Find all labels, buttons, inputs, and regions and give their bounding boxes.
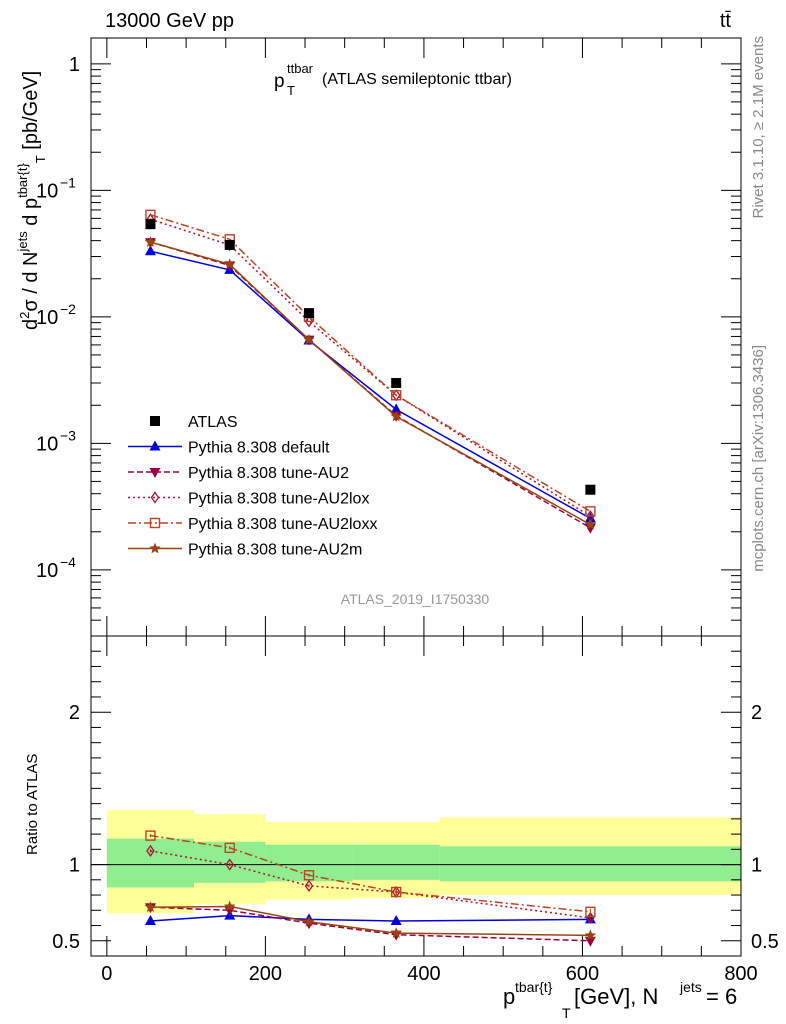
- main-y-tick-exp-3: −3: [60, 427, 76, 443]
- ratio-point-2-1: [225, 858, 235, 871]
- main-point-3-3: [390, 390, 402, 401]
- atlas-data-point-0: [145, 219, 156, 230]
- legend-marker-4: [149, 542, 161, 554]
- atlas-data-point-1: [224, 239, 235, 250]
- legend-marker-3: [149, 517, 161, 529]
- atlas-data-point-4: [585, 484, 596, 495]
- legend-label-0: Pythia 8.308 default: [188, 440, 330, 457]
- ratio-point-0-3: [390, 914, 402, 925]
- main-point-4-3: [390, 410, 402, 422]
- atlas-data-point-2: [303, 308, 314, 319]
- ratio-point-4-2: [303, 915, 315, 927]
- ratio-point-3-3: [390, 886, 402, 898]
- legend-label-2: Pythia 8.308 tune-AU2lox: [188, 491, 369, 508]
- xlabel-middle: [GeV], N: [574, 984, 658, 1009]
- ratio-frame: [90, 635, 742, 957]
- main-point-3-4: [585, 506, 596, 517]
- ratio-series: [144, 830, 597, 947]
- ratio-point-3-1: [224, 842, 235, 854]
- x-axis-label: p tbar{t} T [GeV], N jets = 6: [503, 979, 737, 1021]
- main-point-4-2: [303, 333, 315, 345]
- ratio-axes: 0.5 0.5 1 1 2 2 0 200 400 600 800: [52, 635, 779, 985]
- main-y-tick-exp-2: −2: [60, 301, 76, 317]
- legend: ATLAS Pythia 8.308 default Pythia 8.308 tu…: [128, 414, 377, 559]
- main-series: [144, 209, 597, 534]
- ratio-point-3-4: [585, 906, 596, 918]
- ratio-point-4-0: [144, 901, 157, 913]
- legend-marker-1: [149, 468, 161, 478]
- main-point-4-1: [224, 258, 236, 270]
- main-point-0-3: [390, 403, 402, 414]
- main-y-tick-label-4: 10: [36, 560, 58, 582]
- main-point-4-0: [144, 236, 157, 247]
- xlabel-subscript: T: [562, 1005, 571, 1021]
- ratio-point-2-0: [146, 844, 155, 857]
- analysis-id-label: ATLAS_2019_I1750330: [341, 591, 490, 607]
- title-main: p: [274, 71, 285, 92]
- x-tick-label-3: 600: [566, 963, 599, 985]
- title-rest: (ATLAS semileptonic ttbar): [322, 71, 512, 88]
- atlas-data-point-3: [391, 377, 402, 388]
- ratio-point-3-2: [303, 870, 315, 881]
- ratio-y-tick-label-left-0: 0.5: [52, 931, 80, 953]
- ratio-y-axis-label: Ratio to ATLAS: [24, 754, 41, 855]
- x-tick-label-0: 0: [101, 963, 112, 985]
- legend-marker-2: [150, 491, 160, 504]
- process-label: 13000 GeV pp: [105, 10, 234, 32]
- main-point-0-4: [584, 512, 596, 523]
- main-line-1: [150, 241, 591, 529]
- main-y-tick-label-1: 10: [36, 180, 58, 202]
- legend-label-1: Pythia 8.308 tune-AU2: [188, 465, 349, 482]
- plot-title: p T ttbar (ATLAS semileptonic ttbar): [274, 61, 512, 98]
- main-y-tick-label-0: 1: [69, 54, 80, 76]
- legend-label-atlas: ATLAS: [188, 414, 238, 431]
- legend-marker-0: [149, 440, 161, 451]
- main-axes: 110−110−210−310−4: [36, 37, 742, 637]
- ratio-point-4-4: [584, 929, 597, 941]
- ratio-y-tick-label-left-1: 1: [69, 855, 80, 877]
- main-point-1-4: [584, 523, 596, 534]
- ratio-point-3-0: [145, 830, 156, 841]
- ratio-line-0: [150, 914, 591, 922]
- ratio-point-4-3: [390, 927, 402, 938]
- xlabel-main: p: [503, 984, 515, 1009]
- ratio-y-tick-label-right-1: 1: [751, 855, 762, 877]
- x-tick-label-1: 200: [249, 963, 282, 985]
- ratio-y-tick-label-right-0: 0.5: [751, 931, 779, 953]
- stat-band-4: [439, 846, 741, 882]
- rivet-version-label: Rivet 3.1.10, ≥ 2.1M events: [750, 36, 767, 219]
- xlabel-end: = 6: [706, 984, 737, 1009]
- ratio-point-4-1: [224, 900, 236, 912]
- main-point-4-4: [584, 518, 597, 530]
- ratio-uncertainty-bands: [106, 809, 741, 914]
- ratio-point-0-0: [144, 914, 156, 925]
- ratio-point-2-2: [304, 879, 314, 893]
- xlabel-superscript: tbar{t}: [515, 979, 553, 995]
- title-subscript: T: [287, 83, 295, 98]
- main-y-tick-exp-1: −1: [60, 174, 76, 190]
- stat-band-3: [352, 844, 440, 880]
- main-y-tick-label-2: 10: [36, 307, 58, 329]
- ratio-y-tick-label-right-2: 2: [751, 702, 762, 724]
- x-tick-label-4: 800: [724, 963, 757, 985]
- main-point-0-0: [144, 245, 156, 256]
- legend-marker-atlas: [150, 416, 160, 426]
- main-y-tick-label-3: 10: [36, 433, 58, 455]
- ratio-line-2: [150, 850, 591, 919]
- xlabel-superscript-jets: jets: [679, 979, 702, 995]
- main-y-tick-exp-4: −4: [60, 554, 76, 570]
- mcplots-label: mcplots.cern.ch [arXiv:1306.3436]: [750, 345, 767, 572]
- main-line-2: [150, 218, 591, 517]
- ratio-line-1: [150, 906, 591, 942]
- legend-label-3: Pythia 8.308 tune-AU2loxx: [188, 516, 377, 533]
- legend-label-4: Pythia 8.308 tune-AU2m: [188, 542, 362, 559]
- title-superscript: ttbar: [287, 61, 314, 76]
- final-state-label: tt̄: [720, 10, 732, 32]
- ratio-y-tick-label-left-2: 2: [69, 702, 80, 724]
- x-tick-label-2: 400: [407, 963, 440, 985]
